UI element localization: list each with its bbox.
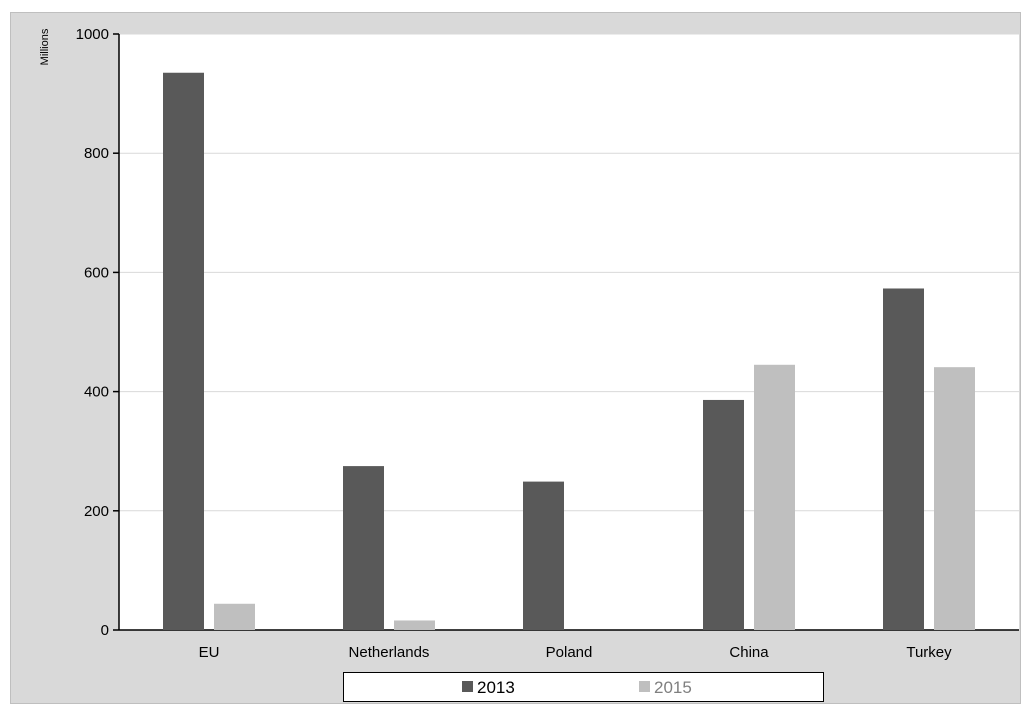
legend-item-2015: 2015 [639,678,692,698]
bar-chart: 0 200 400 600 800 1000 Millions EU Netherlands Po… [11,13,1021,705]
y-tick-label: 200 [84,503,109,520]
y-axis-label: Millions [39,28,51,65]
x-tick-label: Turkey [906,644,952,661]
bar-2015-turkey [934,367,975,630]
legend-label-2015: 2015 [654,678,692,697]
bar-2013-netherlands [343,466,384,630]
legend-label-2013: 2013 [477,678,515,697]
y-tick-label: 0 [101,622,109,639]
bar-2013-china [703,400,744,630]
legend-item-2013: 2013 [462,678,515,698]
y-tick-label: 800 [84,145,109,162]
chart-area: 0 200 400 600 800 1000 Millions EU Netherlands Po… [10,12,1021,704]
y-tick-label: 400 [84,384,109,401]
y-tick-label: 1000 [76,26,109,43]
legend-swatch-2013 [462,681,473,692]
bar-2015-netherlands [394,620,435,630]
y-tick-label: 600 [84,264,109,281]
legend: 2013 2015 [343,672,824,702]
bar-2015-china [754,365,795,630]
x-tick-label: China [729,644,769,661]
x-tick-label: Poland [546,644,593,661]
bar-2013-poland [523,482,564,630]
x-tick-label: Netherlands [349,644,430,661]
bar-2013-turkey [883,288,924,630]
x-tick-label: EU [199,644,220,661]
bar-2015-eu [214,604,255,630]
legend-swatch-2015 [639,681,650,692]
bar-2013-eu [163,73,204,630]
